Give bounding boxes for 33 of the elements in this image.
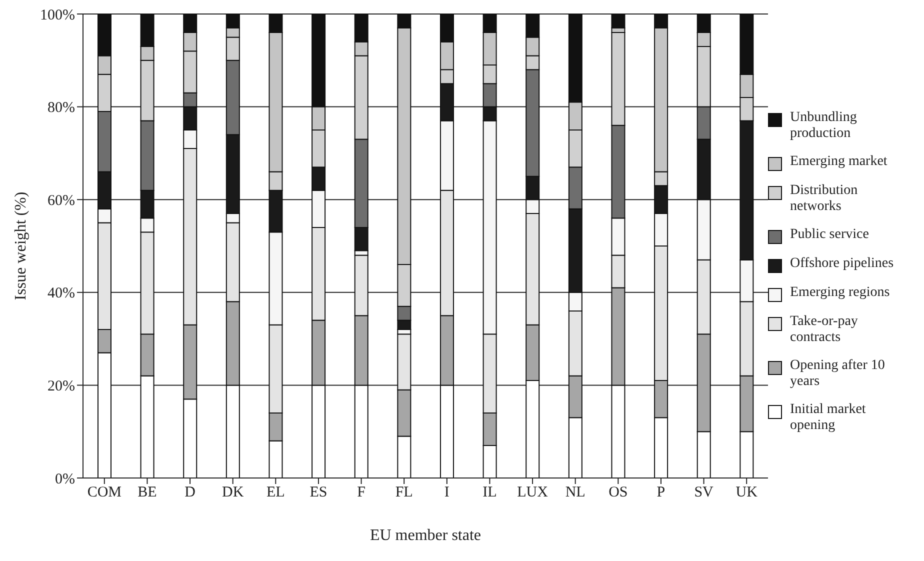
legend-label: Take-or-pay contracts <box>790 314 859 346</box>
legend-label: Emerging market <box>790 154 888 170</box>
x-tick-label: LUX <box>517 484 548 501</box>
legend-label: Distribution networks <box>790 183 859 215</box>
x-tick-label: F <box>357 484 366 501</box>
x-tick-label: FL <box>395 484 413 501</box>
x-tick-label: DK <box>222 484 244 501</box>
legend-label: Emerging regions <box>790 285 890 301</box>
x-tick-label: IL <box>482 484 497 501</box>
x-tick-label: ES <box>310 484 328 501</box>
y-tick-label: 20% <box>48 378 75 395</box>
x-tick-label: NL <box>565 484 586 501</box>
x-tick-label: OS <box>608 484 628 501</box>
x-tick-label: COM <box>87 484 122 501</box>
y-axis-title: Issue weight (%) <box>12 192 30 300</box>
legend-label: Offshore pipelines <box>790 256 894 272</box>
x-tick-label: SV <box>694 484 714 501</box>
legend-label: Opening after 10 years <box>790 358 886 390</box>
x-tick-label: D <box>184 484 196 501</box>
y-tick-label: 40% <box>48 286 75 302</box>
x-axis-title: EU member state <box>370 527 482 544</box>
y-tick-label: 100% <box>40 7 75 24</box>
y-tick-label: 60% <box>48 192 75 209</box>
y-tick-label: 80% <box>48 100 75 116</box>
y-tick-label: 0% <box>55 471 75 488</box>
x-tick-label: UK <box>736 484 758 501</box>
legend-label: Unbundling production <box>790 110 858 142</box>
x-tick-label: BE <box>138 484 157 501</box>
x-tick-label: P <box>656 484 666 501</box>
legend-label: Initial market opening <box>790 402 867 434</box>
legend-label: Public service <box>790 227 869 243</box>
x-tick-label: EL <box>266 484 285 501</box>
x-tick-label: I <box>444 484 450 501</box>
